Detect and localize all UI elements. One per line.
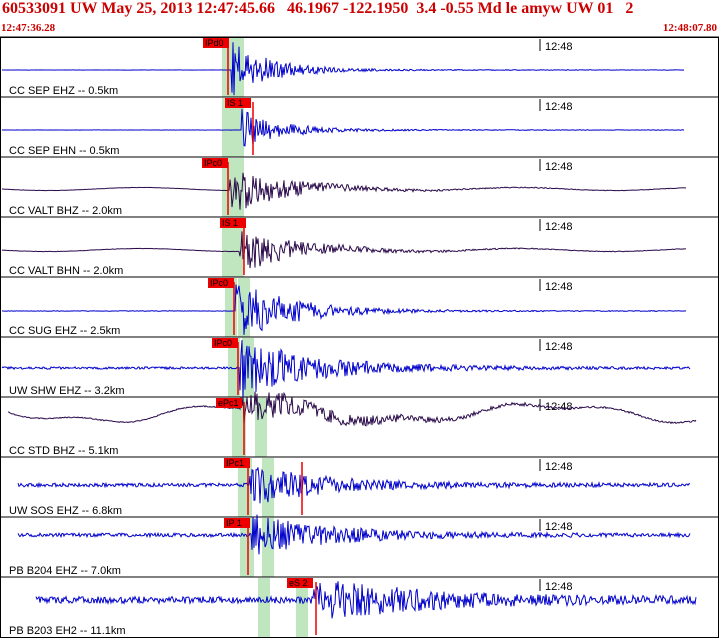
channel-label: CC VALT BHZ -- 2.0km	[9, 205, 122, 217]
waveform-trace	[1, 42, 685, 96]
minute-label: 12:48	[545, 101, 573, 113]
trace-row[interactable]: 12:48 IPc0 CC VALT BHZ -- 2.0km	[0, 156, 719, 217]
pick-window	[222, 218, 234, 277]
trace-row[interactable]: 12:48 IPc0 CC SUG EHZ -- 2.5km	[0, 276, 719, 337]
pick-window	[222, 98, 234, 157]
trace-row[interactable]: 12:48 IS 1 CC SEP EHN -- 0.5km	[0, 96, 719, 157]
pick-window	[255, 398, 267, 457]
pick-window	[232, 398, 246, 457]
channel-label: CC VALT BHN -- 2.0km	[9, 265, 123, 277]
pick-flag[interactable]	[202, 158, 228, 168]
pick-label: IPc0	[204, 158, 222, 168]
waveform-trace	[1, 231, 687, 269]
pick-window	[240, 518, 254, 577]
channel-label: PB B204 EHZ -- 7.0km	[9, 565, 121, 577]
pick-window	[234, 98, 244, 157]
waveform-trace	[17, 467, 691, 504]
pick-label: IPd0	[205, 38, 224, 48]
pick-label: eS 2	[289, 578, 308, 588]
pick-label: IPc1	[226, 458, 244, 468]
pick-window	[234, 158, 244, 217]
trace-row[interactable]: 12:48 IPc1 UW SOS EHZ -- 6.8km	[0, 456, 719, 517]
pick-label: IPc0	[210, 278, 228, 288]
event-header: 60533091 UW May 25, 2013 12:47:45.66 46.…	[0, 0, 719, 36]
pick-label: IP 1	[226, 518, 242, 528]
start-time: 12:47:36.28	[1, 22, 56, 34]
channel-label: UW SHW EHZ -- 3.2km	[9, 385, 125, 397]
pick-flag[interactable]	[208, 278, 234, 288]
minute-label: 12:48	[545, 41, 573, 53]
pick-flag[interactable]	[224, 458, 250, 468]
end-time: 12:48:07.80	[662, 22, 717, 34]
waveform-trace	[1, 284, 687, 335]
pick-window	[262, 518, 274, 577]
minute-label: 12:48	[545, 581, 573, 593]
pick-label: IPc0	[214, 338, 232, 348]
pick-label: IS 1	[222, 218, 238, 228]
channel-label: CC STD BHZ -- 5.1km	[9, 445, 118, 457]
waveform-trace	[7, 391, 697, 427]
channel-label: CC SUG EHZ -- 2.5km	[9, 325, 120, 337]
pick-flag[interactable]	[220, 218, 246, 228]
channel-label: CC SEP EHN -- 0.5km	[9, 145, 119, 157]
pick-window	[228, 338, 240, 397]
trace-row[interactable]: 12:48 IPc0 UW SHW EHZ -- 3.2km	[0, 336, 719, 398]
event-title: 60533091 UW May 25, 2013 12:47:45.66 46.…	[2, 0, 634, 17]
pick-label: ePc1	[218, 398, 239, 408]
minute-label: 12:48	[545, 281, 573, 293]
pick-window	[234, 218, 244, 277]
pick-window	[296, 578, 308, 637]
pick-flag[interactable]	[287, 578, 313, 588]
trace-row[interactable]: 12:48 IS 1 CC VALT BHN -- 2.0km	[0, 216, 719, 277]
channel-label: PB B203 EH2 -- 11.1km	[9, 625, 126, 637]
pick-flag[interactable]	[216, 398, 242, 408]
pick-flag[interactable]	[203, 38, 229, 48]
waveform-trace	[1, 340, 691, 398]
minute-label: 12:48	[545, 161, 573, 173]
pick-window	[258, 578, 270, 637]
trace-row[interactable]: 12:48 eS 2 PB B203 EH2 -- 11.1km	[0, 576, 719, 637]
channel-label: CC SEP EHZ -- 0.5km	[9, 85, 118, 97]
minute-label: 12:48	[545, 341, 573, 353]
pick-flag[interactable]	[212, 338, 238, 348]
pick-flag[interactable]	[224, 518, 250, 528]
waveform-trace	[1, 108, 685, 147]
channel-label: UW SOS EHZ -- 6.8km	[9, 505, 122, 517]
pick-window	[262, 458, 274, 517]
waveform-trace	[2, 172, 687, 210]
waveform-trace	[17, 514, 691, 555]
trace-row[interactable]: 12:48 IP 1 PB B204 EHZ -- 7.0km	[0, 514, 719, 577]
pick-flag[interactable]	[225, 98, 251, 108]
pick-window	[234, 38, 244, 97]
waveform-trace	[35, 581, 697, 619]
minute-label: 12:48	[545, 461, 573, 473]
pick-label: IS 1	[227, 98, 243, 108]
minute-label: 12:48	[545, 521, 573, 533]
trace-row[interactable]: 12:48 IPd0 CC SEP EHZ -- 0.5km	[0, 36, 719, 97]
minute-label: 12:48	[545, 221, 573, 233]
